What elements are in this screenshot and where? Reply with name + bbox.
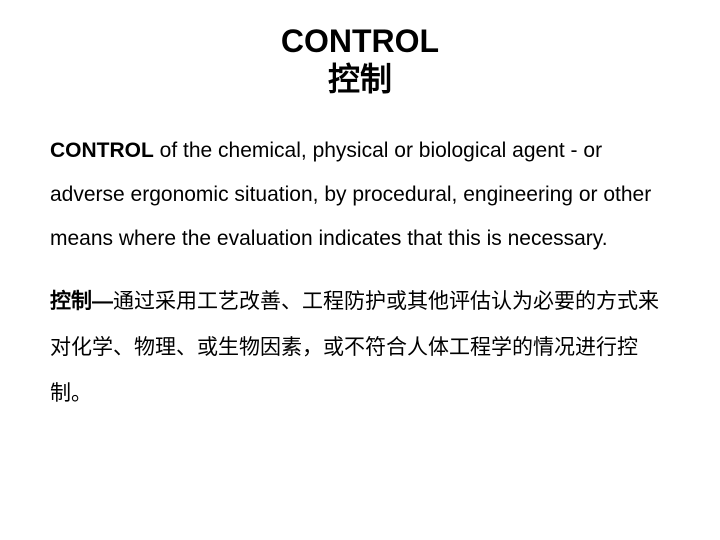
- title-line-zh: 控制: [50, 60, 670, 98]
- body-en-lead: CONTROL: [50, 139, 154, 162]
- slide-page: CONTROL 控制 CONTROL of the chemical, phys…: [0, 0, 720, 540]
- slide-title: CONTROL 控制: [50, 22, 670, 99]
- body-paragraph-zh: 控制—通过采用工艺改善、工程防护或其他评估认为必要的方式来对化学、物理、或生物因…: [50, 279, 670, 418]
- title-line-en: CONTROL: [50, 22, 670, 60]
- body-zh-lead: 控制—: [50, 290, 113, 313]
- body-paragraph-en: CONTROL of the chemical, physical or bio…: [50, 129, 670, 261]
- body-zh-rest: 通过采用工艺改善、工程防护或其他评估认为必要的方式来对化学、物理、或生物因素，或…: [50, 290, 659, 405]
